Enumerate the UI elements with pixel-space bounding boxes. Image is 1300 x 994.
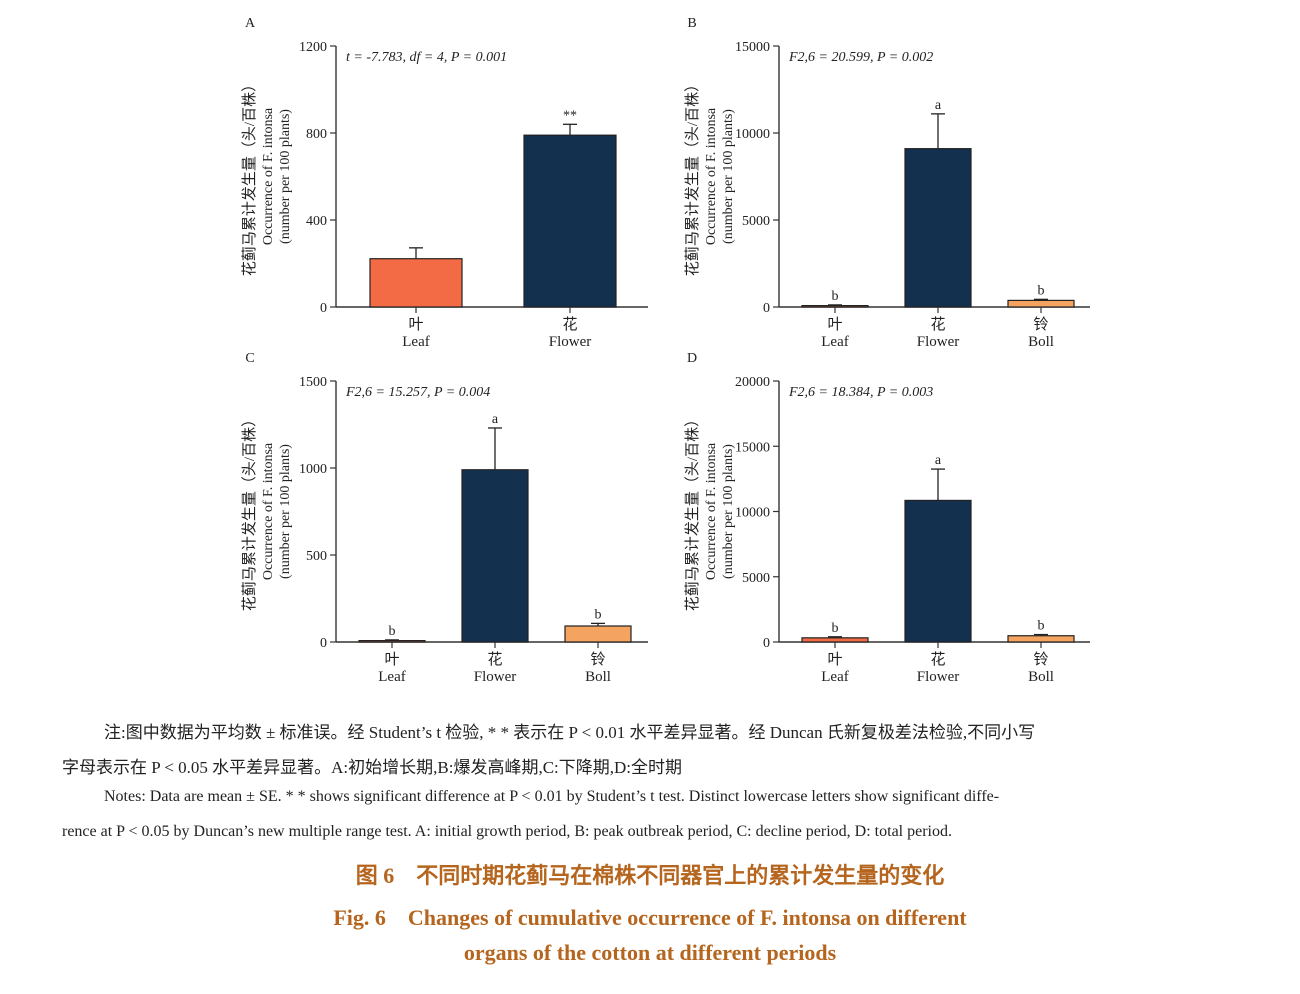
notes-en-line-2: rence at P < 0.05 by Duncan’s new multip… [62,823,952,840]
bar-leaf [358,640,426,643]
x-tick-label-cn: 花 [930,316,945,333]
x-tick-label: Leaf [378,669,405,685]
x-tick-label: Flower [917,334,960,350]
stat-annotation: t = -7.783, df = 4, P = 0.001 [346,50,507,65]
x-tick-label-cn: 花 [487,651,502,668]
panel-label: D [687,351,697,366]
x-tick-label: Leaf [821,334,848,350]
y-axis-title-unit: (number per 100 plants) [278,444,293,579]
notes-en-line-1: Notes: Data are mean ± SE. * * shows sig… [104,788,1000,805]
notes-cn-line-1: 注:图中数据为平均数 ± 标准误。经 Student’s t 检验, * * 表… [104,723,1036,742]
stat-annotation: F2,6 = 20.599, P = 0.002 [788,50,933,65]
caption-en-line-2: organs of the cotton at different period… [463,940,837,965]
significance-label: b [1038,619,1045,634]
significance-label: b [832,621,839,636]
stat-annotation: F2,6 = 15.257, P = 0.004 [345,385,490,400]
significance-label: b [595,607,602,622]
bar-flower [523,134,617,308]
x-tick-label: Leaf [402,334,429,350]
y-tick-label: 10000 [735,127,770,142]
x-tick-label: Leaf [821,669,848,685]
y-tick-label: 800 [306,127,327,142]
y-axis-title-unit: (number per 100 plants) [278,109,293,244]
x-tick-label-cn: 叶 [408,316,423,333]
y-tick-label: 400 [306,214,327,229]
panel-b: B 0 5000 10000 15000 F2,6 = 20.599, P = 0.002… [684,16,1090,350]
x-tick-label: Flower [474,669,517,685]
y-axis-title-unit: (number per 100 plants) [721,109,736,244]
significance-label: b [832,289,839,304]
x-tick-label-cn: 花 [562,316,577,333]
caption-cn: 图 6 不同时期花蓟马在棉株不同器官上的累计发生量的变化 [355,863,945,888]
stat-annotation: F2,6 = 18.384, P = 0.003 [788,385,933,400]
bar-leaf [369,258,463,308]
bar-boll [1007,635,1075,643]
y-tick-label: 15000 [735,40,770,55]
y-axis-title-en: Occurrence of F. intonsa [261,107,276,245]
y-axis-title-en: Occurrence of F. intonsa [704,442,719,580]
x-tick-label: Flower [917,669,960,685]
x-tick-label-cn: 花 [930,651,945,668]
y-axis-title-en: Occurrence of F. intonsa [261,442,276,580]
y-tick-label: 0 [320,636,327,651]
y-tick-label: 5000 [742,571,770,586]
significance-label: a [935,453,942,468]
y-axis-title-cn: 花蓟马累计发生量（头/百株） [684,77,701,276]
significance-label: a [492,412,499,427]
y-tick-label: 0 [320,301,327,316]
y-axis-title-cn: 花蓟马累计发生量（头/百株） [241,77,258,276]
bar-boll [1007,299,1075,308]
bar-flower [904,148,972,308]
x-tick-label-cn: 铃 [590,651,605,668]
x-tick-label-cn: 铃 [1033,316,1048,333]
panel-a: A 0 400 800 1200 t = -7.783, df = 4, P = 0.00… [241,16,648,350]
significance-label: a [935,98,942,113]
panel-label: C [245,351,254,366]
y-tick-label: 1500 [299,375,327,390]
x-tick-label-cn: 叶 [827,316,842,333]
caption-en-line-1: Fig. 6 Changes of cumulative occurrence … [333,905,967,930]
y-axis-title-cn: 花蓟马累计发生量（头/百株） [241,412,258,611]
bar-leaf [801,637,869,643]
significance-label: b [389,624,396,639]
y-tick-label: 5000 [742,214,770,229]
bar-flower [904,499,972,643]
significance-label: b [1038,283,1045,298]
y-axis-title-cn: 花蓟马累计发生量（头/百株） [684,412,701,611]
x-tick-label: Boll [1028,334,1054,350]
y-tick-label: 1000 [299,462,327,477]
y-tick-label: 1200 [299,40,327,55]
panel-c: C 0 500 1000 1500 F2,6 = 15.257, P = 0.004 花蓟马… [241,351,648,685]
y-axis-title-unit: (number per 100 plants) [721,444,736,579]
y-tick-label: 20000 [735,375,770,390]
x-tick-label: Flower [549,334,592,350]
panel-label: B [687,16,696,31]
y-tick-label: 500 [306,549,327,564]
panel-d: D 0 5000 10000 15000 20000 F2,6 = 18.384, P = … [684,351,1090,685]
bar-leaf [801,305,869,308]
x-tick-label: Boll [1028,669,1054,685]
y-tick-label: 15000 [735,440,770,455]
y-tick-label: 10000 [735,506,770,521]
x-tick-label-cn: 叶 [384,651,399,668]
x-tick-label-cn: 铃 [1033,651,1048,668]
bar-flower [461,469,529,643]
x-tick-label-cn: 叶 [827,651,842,668]
y-tick-label: 0 [763,301,770,316]
notes-cn-line-2: 字母表示在 P < 0.05 水平差异显著。A:初始增长期,B:爆发高峰期,C:… [62,758,683,777]
y-tick-label: 0 [763,636,770,651]
bar-boll [564,625,632,643]
panel-label: A [245,16,256,31]
x-tick-label: Boll [585,669,611,685]
y-axis-title-en: Occurrence of F. intonsa [704,107,719,245]
figure-charts: A 0 400 800 1200 t = -7.783, df = 4, P = 0.00… [241,16,1090,685]
significance-label: ** [563,108,577,123]
